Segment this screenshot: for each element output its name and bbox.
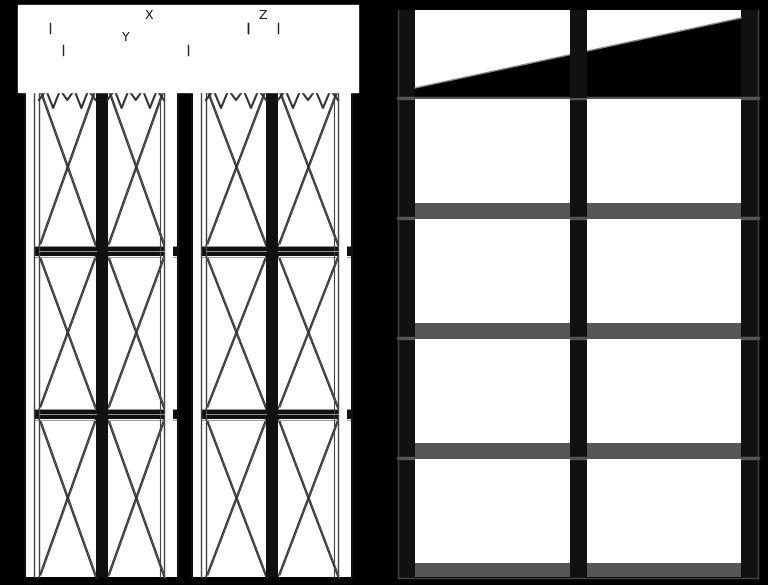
Bar [587, 203, 741, 217]
Bar [415, 443, 570, 457]
Bar [25, 88, 34, 577]
Bar [587, 219, 741, 323]
Bar [398, 10, 415, 578]
Text: Z: Z [259, 9, 267, 22]
Bar [95, 88, 108, 577]
Bar [570, 10, 587, 578]
Bar [587, 339, 741, 443]
Bar [415, 99, 570, 203]
Bar [415, 339, 570, 443]
Bar [587, 563, 741, 577]
Bar [338, 88, 347, 577]
Polygon shape [415, 10, 741, 88]
Bar [192, 246, 352, 256]
Text: Y: Y [121, 31, 129, 44]
Bar [25, 409, 178, 419]
Bar [587, 459, 741, 563]
Bar [587, 323, 741, 337]
Bar [192, 409, 352, 419]
Bar [398, 10, 758, 578]
Bar [25, 88, 178, 577]
Bar [587, 99, 741, 203]
Text: X: X [144, 9, 154, 22]
Bar [415, 219, 570, 323]
Bar [415, 563, 570, 577]
Bar [192, 88, 201, 577]
Bar [741, 10, 758, 578]
Bar [192, 88, 352, 577]
Bar [415, 323, 570, 337]
Bar [415, 203, 570, 217]
Bar [18, 5, 358, 92]
Bar [415, 459, 570, 563]
Bar [25, 246, 178, 256]
Bar [164, 88, 173, 577]
Bar [266, 88, 278, 577]
Bar [570, 10, 587, 98]
Bar [587, 443, 741, 457]
